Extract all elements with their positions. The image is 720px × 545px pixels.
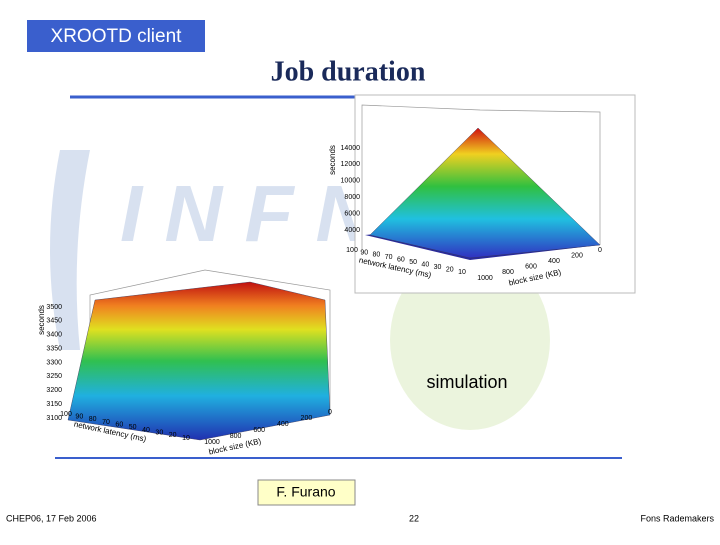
latency-tick-label: 90 (360, 249, 368, 256)
z-tick-label: 3100 (46, 415, 62, 422)
block-tick-label: 400 (277, 421, 289, 428)
z-tick-label: 3400 (46, 332, 62, 339)
latency-tick-label: 20 (169, 432, 177, 439)
z-axis-label: seconds (328, 145, 337, 175)
latency-tick-label: 50 (409, 259, 417, 266)
title: Job duration (271, 56, 426, 87)
author: F. Furano (276, 484, 335, 500)
z-axis-label: seconds (37, 305, 46, 335)
author-box (257, 479, 356, 506)
latency-tick-label: 10 (182, 435, 190, 442)
block-tick-label: 800 (230, 433, 242, 440)
tag-box (27, 20, 205, 52)
block-tick-label: 200 (571, 252, 583, 259)
latency-tick-label: 60 (397, 257, 405, 264)
caption: simulation (426, 372, 507, 392)
z-tick-label: 14000 (341, 145, 361, 152)
latency-tick-label: 100 (346, 247, 358, 254)
latency-tick-label: 70 (385, 254, 393, 261)
latency-tick-label: 100 (60, 411, 72, 418)
z-tick-label: 3450 (46, 318, 62, 325)
z-tick-label: 6000 (344, 210, 360, 217)
z-tick-label: 12000 (341, 161, 361, 168)
z-tick-label: 3250 (46, 373, 62, 380)
svg-text:I N F N: I N F N (120, 169, 376, 258)
z-tick-label: 10000 (341, 178, 361, 185)
latency-tick-label: 70 (102, 419, 110, 426)
latency-tick-label: 30 (155, 430, 163, 437)
latency-tick-label: 90 (75, 414, 83, 421)
latency-tick-label: 80 (373, 252, 381, 259)
footer-right: Fons Rademakers (640, 513, 714, 523)
footer-left: CHEP06, 17 Feb 2006 (6, 513, 97, 523)
z-tick-label: 3300 (46, 359, 62, 366)
block-tick-label: 600 (253, 427, 265, 434)
latency-tick-label: 80 (89, 416, 97, 423)
tag: XROOTD client (51, 26, 183, 47)
z-tick-label: 8000 (344, 194, 360, 201)
latency-tick-label: 40 (142, 427, 150, 434)
block-tick-label: 1000 (204, 439, 220, 446)
latency-tick-label: 50 (129, 424, 137, 431)
plot-box (361, 104, 601, 250)
block-tick-label: 800 (502, 269, 514, 276)
latency-tick-label: 60 (115, 422, 123, 429)
block-tick-label: 200 (301, 415, 313, 422)
z-tick-label: 3200 (46, 387, 62, 394)
block-tick-label: 0 (328, 409, 332, 416)
background-logo: I N F N (50, 150, 550, 430)
z-tick-label: 4000 (344, 227, 360, 234)
block-tick-label: 1000 (477, 275, 493, 282)
latency-tick-label: 30 (434, 264, 442, 271)
surface (369, 127, 601, 259)
latency-tick-label: 20 (446, 266, 454, 273)
latency-tick-label: 10 (458, 269, 466, 276)
latency-tick-label: 40 (421, 262, 429, 269)
surface (67, 281, 331, 441)
block-tick-label: 600 (525, 264, 537, 271)
footer-center: 22 (409, 513, 419, 523)
block-tick-label: 400 (548, 258, 560, 265)
z-tick-label: 3150 (46, 401, 62, 408)
z-tick-label: 3500 (46, 304, 62, 311)
z-tick-label: 3350 (46, 345, 62, 352)
block-tick-label: 0 (598, 247, 602, 254)
plot-measured: 3500 3450 3400 3350 3300 3250 3200 3150 3100 seco… (37, 269, 332, 457)
